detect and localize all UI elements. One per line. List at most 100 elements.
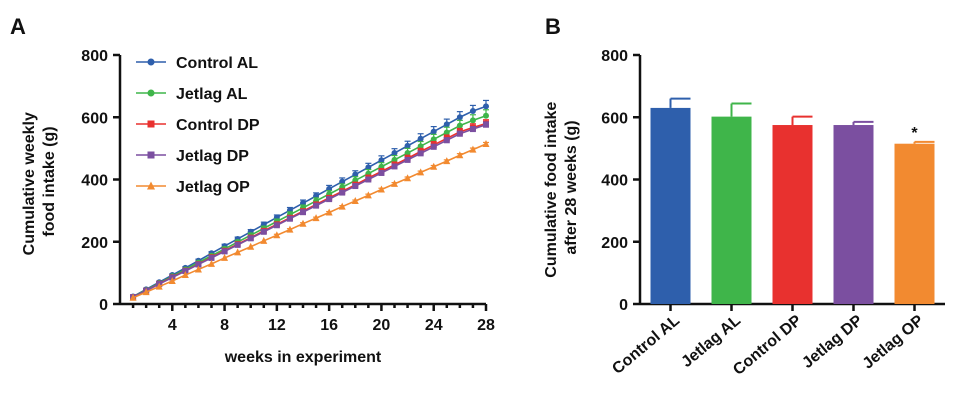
data-point	[483, 103, 489, 110]
data-point	[273, 222, 280, 229]
data-point	[338, 202, 346, 210]
panel-a-x-tick-label: 20	[373, 317, 391, 334]
data-point	[339, 189, 346, 196]
data-point	[326, 196, 333, 203]
panel-b-y-tick-label: 200	[601, 235, 628, 252]
data-point	[482, 140, 490, 148]
data-point	[377, 185, 385, 193]
x-tick-label: Jetlag DP	[799, 312, 866, 372]
data-point	[443, 129, 450, 136]
data-point	[391, 156, 398, 163]
data-point	[364, 191, 372, 199]
panel-b-y-axis-title-line1: Cumulative food intake	[543, 102, 560, 278]
data-point	[483, 121, 489, 128]
data-point	[404, 142, 411, 149]
panel-a-y-tick-label: 800	[81, 48, 108, 65]
data-point	[352, 183, 359, 190]
panel-a-y-axis-title: Cumulative weekly food intake (g)	[21, 108, 58, 256]
panel-a-y-axis-title-line2: food intake (g)	[41, 126, 58, 236]
data-point	[483, 112, 489, 119]
legend-marker	[147, 151, 155, 159]
data-point	[456, 122, 463, 129]
x-tick-label: Control AL	[609, 312, 683, 378]
x-tick-label: Jetlag OP	[860, 312, 928, 373]
data-point	[469, 108, 476, 115]
data-point	[129, 293, 137, 301]
legend-item-jetlag-op: Jetlag OP	[136, 179, 250, 196]
panel-b-y-tick-label: 0	[619, 297, 628, 314]
panel-a-y-axis-title-line1: Cumulative weekly	[21, 112, 38, 255]
data-point	[378, 157, 385, 164]
data-point	[365, 164, 372, 171]
series-line	[132, 123, 487, 298]
data-point	[404, 150, 411, 157]
panel-a-label: A	[10, 14, 26, 39]
legend-label: Jetlag OP	[176, 179, 250, 196]
data-point	[286, 215, 293, 222]
data-point	[430, 143, 437, 150]
panel-a-line-chart: A 0 200 400 600 800 4 8 12 16 20 24 28 Control AL Je…	[10, 14, 495, 366]
panel-a-x-tick-label: 8	[220, 317, 229, 334]
legend-label: Jetlag AL	[176, 86, 248, 103]
data-point	[417, 143, 424, 150]
panel-b-label: B	[545, 14, 561, 39]
data-point	[312, 214, 320, 222]
series-line	[132, 143, 487, 299]
data-point	[417, 168, 425, 176]
data-point	[221, 253, 229, 261]
bar	[650, 107, 691, 304]
data-point	[404, 156, 411, 163]
data-point	[300, 209, 306, 216]
panel-a-y-tick-label: 0	[99, 297, 108, 314]
panel-a-y-tick-label: 400	[81, 173, 108, 190]
data-point	[181, 271, 189, 279]
data-point	[430, 136, 437, 143]
panel-a-x-axis-title: weeks in experiment	[224, 349, 382, 366]
data-point	[430, 162, 438, 170]
legend-marker	[147, 120, 155, 128]
data-point	[352, 171, 359, 178]
panel-a-x-tick-label: 4	[168, 317, 177, 334]
data-point	[168, 276, 176, 284]
data-point	[443, 157, 451, 165]
bar	[833, 125, 874, 304]
bar	[711, 116, 752, 304]
data-point	[391, 163, 398, 170]
data-point	[221, 248, 228, 255]
data-point	[391, 150, 398, 157]
data-point	[443, 137, 450, 144]
data-point	[195, 261, 202, 268]
bar	[894, 143, 935, 304]
legend-item-control-dp: Control DP	[136, 117, 260, 134]
panel-a-x-tick-label: 12	[268, 317, 286, 334]
data-point	[182, 268, 189, 275]
legend-item-control-al: Control AL	[136, 55, 258, 72]
data-point	[456, 130, 463, 137]
panel-a-x-tick-label: 16	[320, 317, 338, 334]
data-point	[273, 231, 281, 239]
data-point	[208, 259, 215, 267]
bar	[772, 125, 813, 304]
panel-a-axes: 0 200 400 600 800 4 8 12 16 20 24 28	[81, 48, 495, 334]
data-point	[247, 235, 254, 242]
panel-b-y-axis-title-line2: after 28 weeks (g)	[563, 120, 580, 254]
data-point	[469, 117, 476, 124]
data-point	[234, 248, 242, 256]
legend-marker	[147, 89, 155, 97]
data-point	[325, 208, 333, 216]
data-point	[351, 196, 359, 204]
panel-a-x-tick-label: 28	[477, 317, 495, 334]
data-point	[194, 265, 202, 273]
data-point	[286, 225, 294, 233]
data-point	[155, 282, 163, 290]
legend-label: Control DP	[176, 117, 260, 134]
data-point	[365, 176, 372, 183]
data-point	[443, 121, 450, 128]
panel-b-y-axis-title: Cumulative food intake after 28 weeks (g…	[543, 97, 580, 277]
panel-a-legend: Control AL Jetlag AL Control DP Jetlag DP Je…	[136, 55, 260, 196]
data-point	[313, 202, 320, 209]
legend-label: Control AL	[176, 55, 258, 72]
